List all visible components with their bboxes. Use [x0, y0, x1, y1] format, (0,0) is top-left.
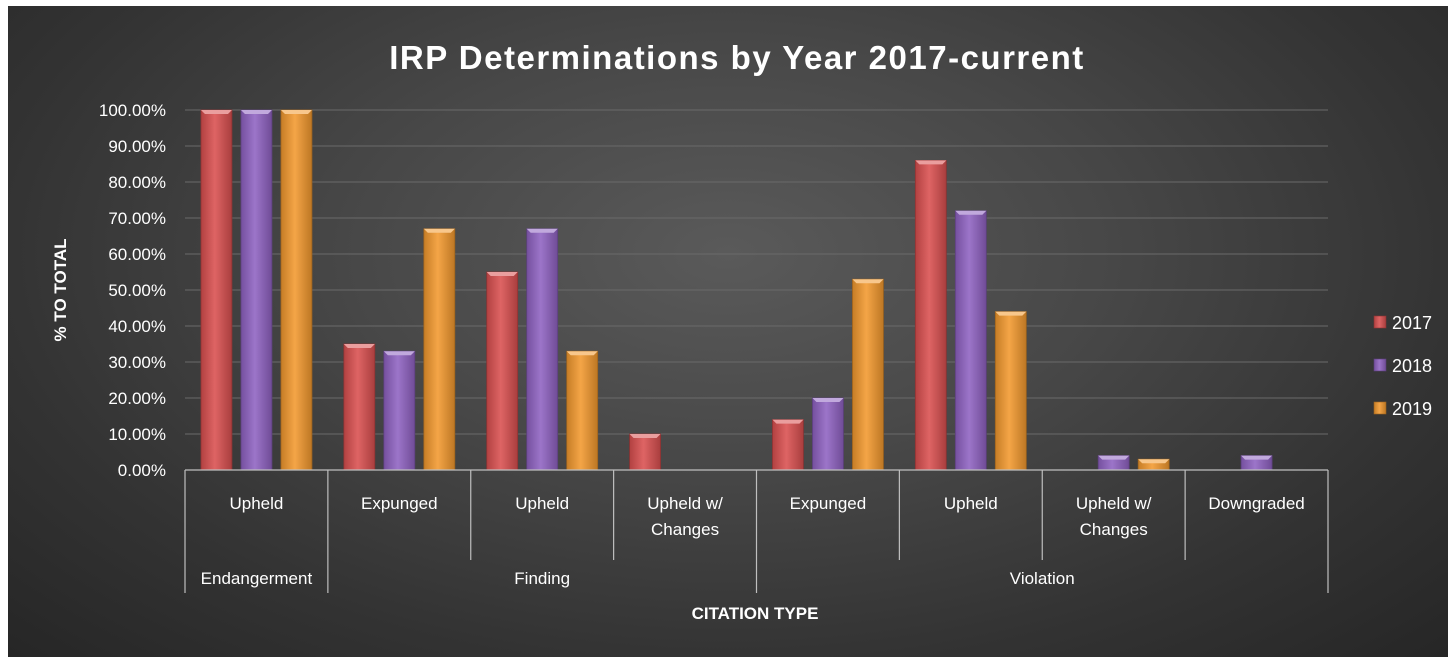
bar: [240, 109, 273, 471]
x-axis: Upheld Endangerment Expunged Upheld Upheld w…: [184, 469, 1329, 593]
x-tick-label: Downgraded: [1208, 494, 1304, 513]
chart-frame: IRP Determinations by Year 2017-current …: [8, 6, 1448, 657]
legend-label: 2018: [1392, 356, 1432, 376]
bar-cap: [343, 344, 375, 348]
bar: [526, 228, 559, 471]
bar-cap: [772, 419, 804, 424]
x-tick-label: Upheld: [230, 494, 284, 513]
y-tick-label: 80.00%: [108, 173, 166, 192]
legend-item: 2018: [1373, 356, 1432, 376]
bar: [954, 210, 987, 471]
bar-body: [343, 343, 376, 471]
bar: [914, 159, 947, 471]
bar-cap: [852, 279, 884, 284]
x-group-label: Finding: [514, 569, 570, 588]
x-group-label: Violation: [1010, 569, 1075, 588]
y-tick-label: 20.00%: [108, 389, 166, 408]
bar-body: [812, 397, 844, 471]
bar-body: [994, 311, 1027, 471]
bar-cap: [383, 351, 415, 356]
x-group-label: Endangerment: [201, 569, 313, 588]
bar-cap: [1241, 455, 1273, 460]
bar: [566, 350, 599, 471]
y-tick-label: 70.00%: [108, 209, 166, 228]
bar: [812, 397, 844, 471]
bar-cap: [1138, 459, 1170, 464]
y-tick-label: 0.00%: [118, 461, 166, 480]
bar-cap: [240, 110, 272, 114]
bar-cap: [280, 110, 312, 114]
y-tick-label: 60.00%: [108, 245, 166, 264]
bar-cap: [915, 160, 947, 165]
x-tick-label: Changes: [651, 520, 719, 539]
chart-title: IRP Determinations by Year 2017-current: [389, 39, 1085, 76]
y-tick-label: 40.00%: [108, 317, 166, 336]
bar-cap: [423, 228, 455, 233]
x-axis-title: CITATION TYPE: [692, 604, 819, 623]
bar-cap: [486, 272, 518, 276]
legend-swatch: [1373, 358, 1387, 372]
x-tick-label: Changes: [1080, 520, 1148, 539]
bar-body: [240, 109, 273, 471]
bar-body: [566, 350, 599, 471]
bar-body: [772, 419, 804, 471]
x-tick-label: Upheld w/: [647, 494, 723, 513]
y-tick-label: 100.00%: [99, 101, 166, 120]
y-tick-label: 10.00%: [108, 425, 166, 444]
legend-item: 2017: [1373, 313, 1432, 333]
bar: [852, 278, 884, 471]
bar-cap: [812, 398, 844, 402]
y-axis-title: % TO TOTAL: [51, 239, 70, 342]
legend-swatch: [1373, 315, 1387, 329]
x-tick-label: Upheld: [944, 494, 998, 513]
bar-cap: [200, 110, 232, 114]
bar-body: [914, 159, 947, 471]
bar: [383, 350, 416, 471]
bar: [200, 109, 233, 471]
bar-cap: [995, 311, 1027, 316]
bar: [1137, 458, 1170, 471]
bar: [423, 228, 456, 471]
bar-body: [383, 350, 416, 471]
bars: [200, 109, 1273, 471]
bar: [772, 419, 804, 471]
bar-body: [200, 109, 233, 471]
bar: [280, 109, 313, 471]
bar-body: [852, 278, 884, 471]
y-tick-label: 90.00%: [108, 137, 166, 156]
bar-body: [954, 210, 987, 471]
bar: [486, 271, 519, 471]
x-tick-label: Upheld: [515, 494, 569, 513]
x-tick-label: Upheld w/: [1076, 494, 1152, 513]
legend-label: 2017: [1392, 313, 1432, 333]
bar-body: [486, 271, 519, 471]
bar-body: [526, 228, 559, 471]
bar-body: [423, 228, 456, 471]
bar-cap: [955, 210, 987, 215]
x-tick-label: Expunged: [361, 494, 438, 513]
bar: [629, 433, 661, 471]
bar-cap: [526, 228, 558, 233]
bar: [343, 343, 376, 471]
bar-body: [629, 433, 661, 471]
legend-swatch: [1373, 401, 1387, 415]
y-tick-label: 50.00%: [108, 281, 166, 300]
bar-cap: [1098, 455, 1130, 460]
legend: 2017 2018 2019: [1373, 313, 1432, 419]
bar: [1097, 455, 1130, 471]
x-tick-label: Expunged: [790, 494, 867, 513]
bar: [1240, 455, 1273, 471]
gridlines: [185, 109, 1328, 471]
legend-label: 2019: [1392, 399, 1432, 419]
bar: [994, 311, 1027, 471]
y-tick-label: 30.00%: [108, 353, 166, 372]
legend-item: 2019: [1373, 399, 1432, 419]
bar-chart: IRP Determinations by Year 2017-current …: [51, 39, 1432, 623]
bar-cap: [566, 351, 598, 356]
y-axis-ticks: 0.00% 10.00% 20.00% 30.00% 40.00% 50.00% 60.00…: [99, 101, 166, 480]
bar-cap: [629, 434, 661, 438]
bar-body: [280, 109, 313, 471]
